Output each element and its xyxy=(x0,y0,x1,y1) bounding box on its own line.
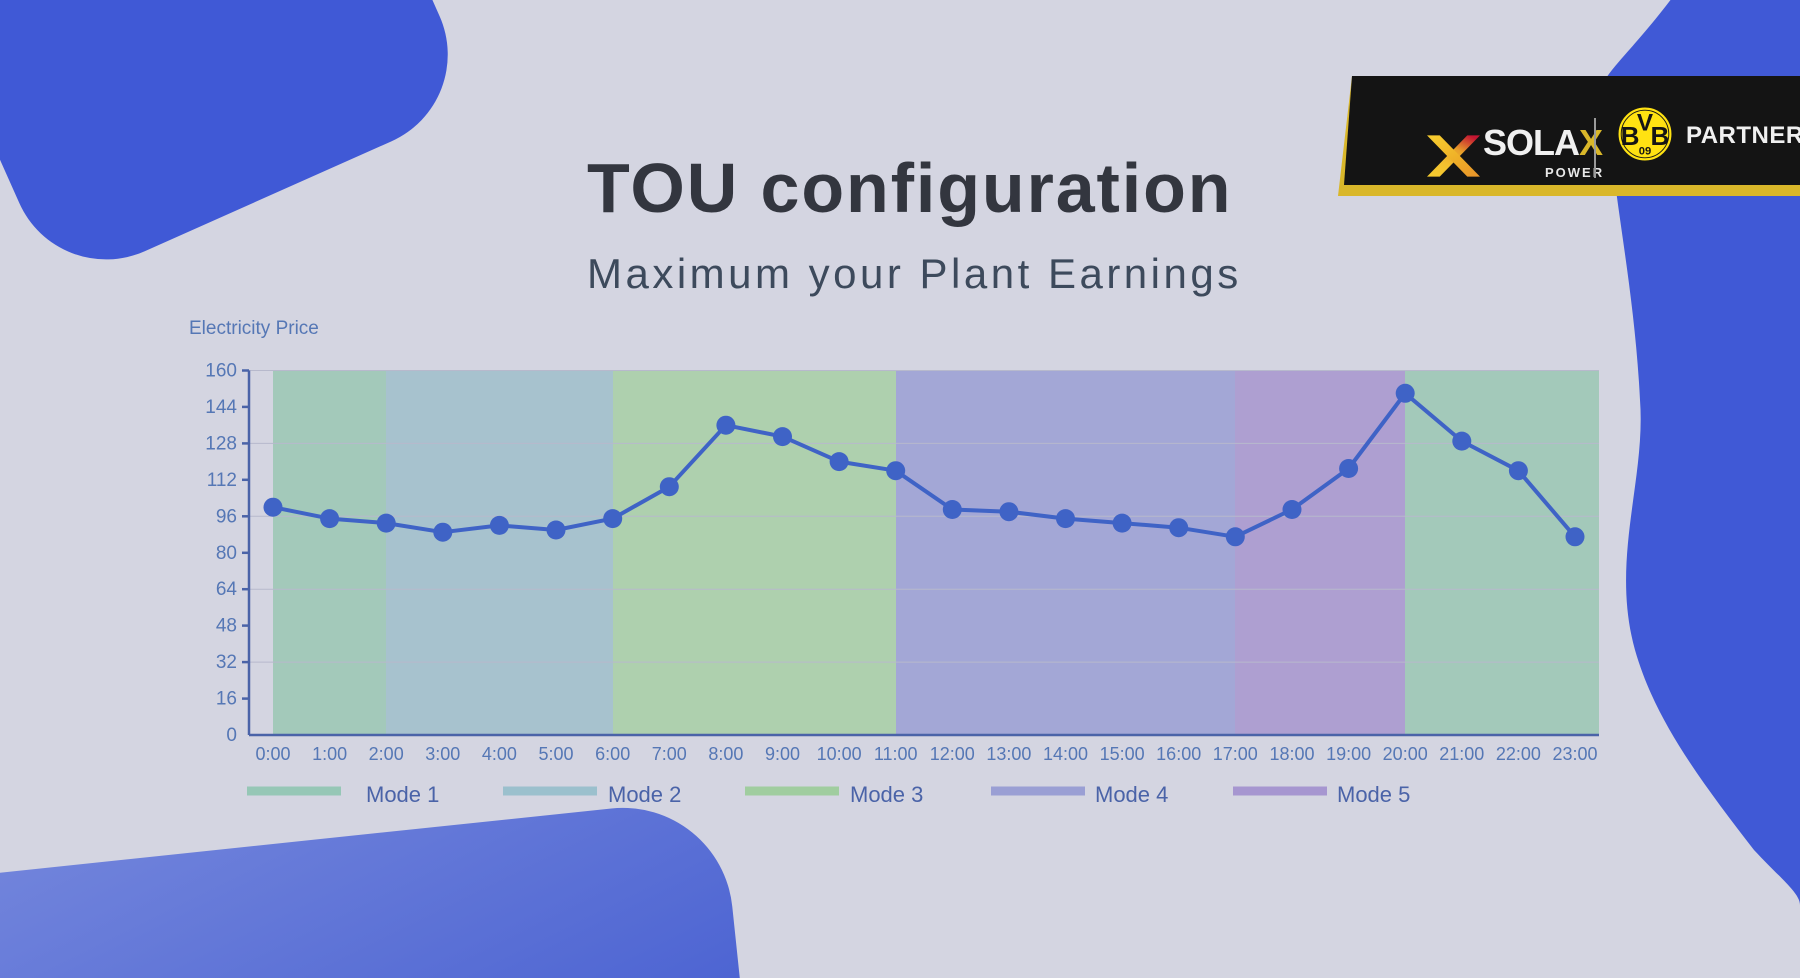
svg-text:B: B xyxy=(1650,121,1669,151)
svg-text:96: 96 xyxy=(216,506,237,527)
svg-text:6:00: 6:00 xyxy=(595,744,630,764)
svg-text:1:00: 1:00 xyxy=(312,744,347,764)
svg-text:48: 48 xyxy=(216,616,237,637)
svg-text:128: 128 xyxy=(205,433,237,454)
svg-text:19:00: 19:00 xyxy=(1326,744,1371,764)
svg-text:21:00: 21:00 xyxy=(1439,744,1484,764)
svg-text:17:00: 17:00 xyxy=(1213,744,1258,764)
svg-text:144: 144 xyxy=(205,397,237,418)
svg-text:14:00: 14:00 xyxy=(1043,744,1088,764)
svg-text:10:00: 10:00 xyxy=(817,744,862,764)
svg-text:23:00: 23:00 xyxy=(1552,744,1597,764)
svg-text:09: 09 xyxy=(1639,146,1651,158)
svg-text:3:00: 3:00 xyxy=(425,744,460,764)
svg-text:20:00: 20:00 xyxy=(1383,744,1428,764)
svg-text:12:00: 12:00 xyxy=(930,744,975,764)
svg-text:160: 160 xyxy=(205,361,237,382)
svg-text:16: 16 xyxy=(216,689,237,710)
svg-text:5:00: 5:00 xyxy=(538,744,573,764)
svg-text:2:00: 2:00 xyxy=(369,744,404,764)
svg-text:9:00: 9:00 xyxy=(765,744,800,764)
svg-text:15:00: 15:00 xyxy=(1100,744,1145,764)
svg-text:8:00: 8:00 xyxy=(708,744,743,764)
svg-text:112: 112 xyxy=(207,470,237,491)
svg-text:7:00: 7:00 xyxy=(652,744,687,764)
svg-text:13:00: 13:00 xyxy=(986,744,1031,764)
svg-text:32: 32 xyxy=(216,652,237,673)
svg-text:4:00: 4:00 xyxy=(482,744,517,764)
svg-text:80: 80 xyxy=(216,543,237,564)
svg-text:0: 0 xyxy=(226,725,237,746)
svg-text:22:00: 22:00 xyxy=(1496,744,1541,764)
svg-text:16:00: 16:00 xyxy=(1156,744,1201,764)
svg-text:18:00: 18:00 xyxy=(1269,744,1314,764)
svg-text:0:00: 0:00 xyxy=(255,744,290,764)
svg-text:64: 64 xyxy=(216,579,238,600)
svg-text:B: B xyxy=(1621,121,1640,151)
svg-text:11:00: 11:00 xyxy=(874,744,918,764)
